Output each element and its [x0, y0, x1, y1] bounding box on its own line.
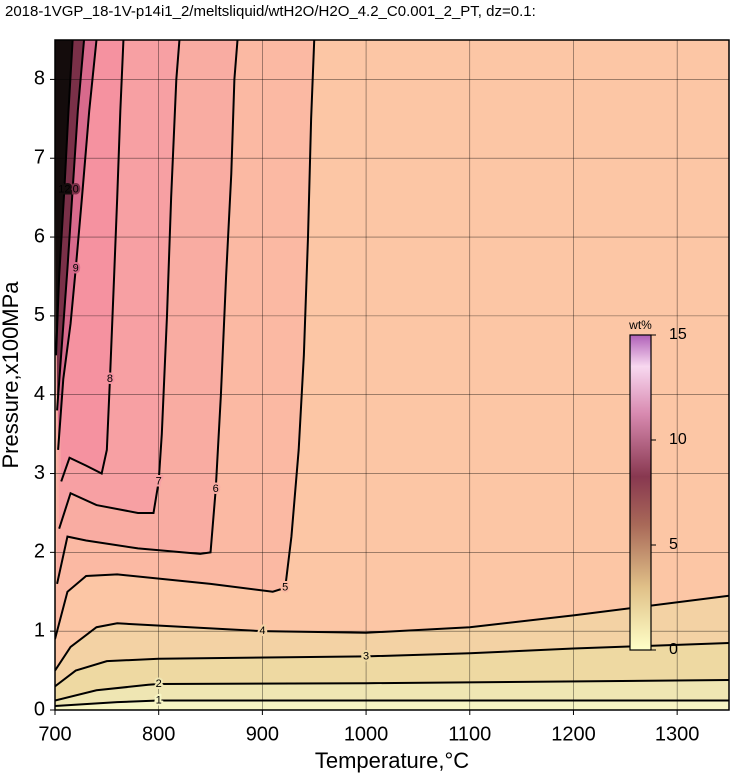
x-tick-label: 800	[142, 723, 175, 745]
contour-line	[60, 40, 125, 482]
y-tick-label: 7	[34, 147, 45, 169]
contour-line	[55, 594, 729, 672]
contour-label: 6	[213, 483, 219, 495]
contour-label: 5	[282, 582, 288, 594]
y-tick-label: 4	[34, 383, 45, 405]
contour-label: 1	[156, 694, 162, 706]
contour-label: 3	[363, 650, 369, 662]
overlay: 700 800 900 1000 1100 1200 1300012345678wt%051…	[34, 39, 730, 745]
y-tick-label: 6	[34, 225, 45, 247]
colorbar-tick-label: 0	[669, 641, 678, 658]
contour-label: 7	[156, 475, 162, 487]
y-tick-label: 1	[34, 619, 45, 641]
contour-label: 10	[67, 184, 79, 196]
plot-frame	[54, 39, 730, 711]
contour-line	[55, 679, 729, 702]
y-tick-label: 5	[34, 304, 45, 326]
contour-line	[55, 40, 316, 640]
x-axis-label: Temperature,°C	[315, 748, 469, 773]
contour-line	[55, 40, 74, 356]
x-tick-label: 900	[246, 723, 279, 745]
y-tick-label: 3	[34, 462, 45, 484]
contour-line	[58, 40, 181, 530]
x-tick-label: 1100	[448, 723, 491, 745]
chart-title: 2018-1VGP_18-1V-p14i1_2/meltsliquid/wtH2…	[5, 3, 536, 20]
colorbar-tick-label: 10	[669, 431, 687, 448]
y-tick-label: 0	[34, 698, 45, 720]
x-tick-label: 1300	[655, 723, 700, 745]
x-tick-label: 1200	[551, 723, 596, 745]
y-tick-label: 8	[34, 68, 45, 90]
contour-label: 9	[73, 262, 79, 274]
contour-label: 8	[107, 373, 113, 385]
contour-fill	[55, 700, 729, 710]
contour-label: 4	[259, 625, 265, 637]
contour-line	[56, 40, 239, 585]
y-tick-label: 2	[34, 541, 45, 563]
contour-line	[56, 40, 86, 411]
contour-line	[55, 699, 729, 708]
colorbar-title: wt%	[628, 318, 652, 332]
contour-label: 2	[156, 678, 162, 690]
contour-line	[57, 40, 98, 450]
x-tick-label: 700	[38, 723, 71, 745]
colorbar	[629, 334, 652, 651]
x-tick-label: 1000	[344, 723, 389, 745]
y-axis-label: Pressure,x100MPa	[0, 281, 23, 469]
contour-line	[55, 642, 729, 688]
colorbar-tick-label: 15	[669, 326, 687, 343]
contour-label: 12	[58, 184, 70, 196]
colorbar-tick-label: 5	[669, 536, 678, 553]
